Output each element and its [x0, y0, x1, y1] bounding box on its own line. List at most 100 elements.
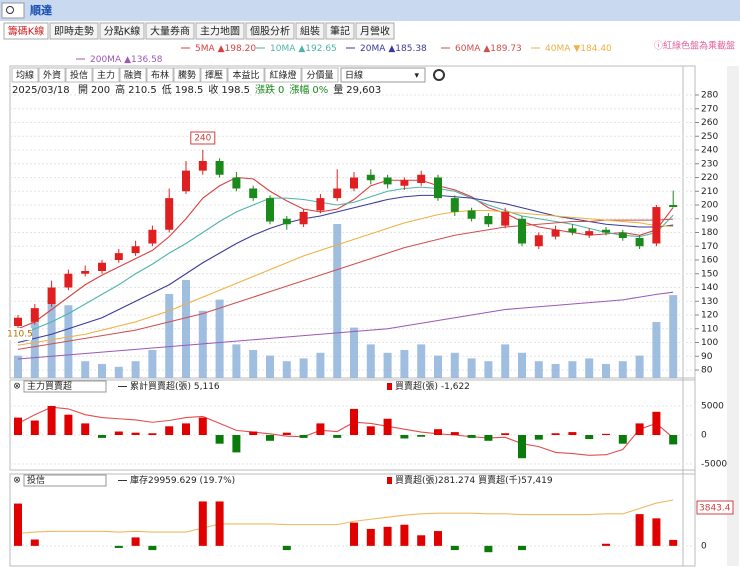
legend-value: ▲198.20 [218, 44, 257, 54]
tab[interactable] [355, 22, 395, 40]
indicator-select[interactable] [23, 380, 107, 393]
bar [618, 435, 627, 444]
volume-bar [534, 361, 543, 378]
tab[interactable] [245, 22, 295, 40]
bar [518, 435, 526, 459]
tab-label: 組裝 [300, 25, 320, 38]
toolbar-label: 擇壓 [205, 69, 223, 81]
candle-body [383, 177, 392, 185]
quote-value: 200 [91, 85, 110, 96]
tab[interactable] [99, 22, 145, 40]
toolbar-button[interactable] [264, 67, 302, 83]
bar [47, 406, 56, 435]
candle-body [450, 198, 459, 212]
quote-label: 低 [162, 83, 172, 96]
annotation: 110.5 [7, 330, 33, 340]
volume-bar [484, 361, 493, 378]
toolbar-label: 均線 [16, 69, 34, 81]
tab[interactable] [325, 22, 355, 40]
bar [266, 435, 274, 441]
tab[interactable] [195, 22, 245, 40]
scrollbar[interactable] [727, 66, 739, 566]
annotation-box [8, 328, 32, 341]
candle-body [350, 177, 358, 189]
toolbar-label: 布林 [151, 69, 169, 81]
candle-body [215, 161, 224, 175]
toolbar-button[interactable] [119, 67, 147, 83]
tab[interactable] [145, 22, 195, 40]
line [17, 406, 674, 456]
tab-label: 筆記 [330, 25, 350, 38]
y-tick-label: 150 [701, 269, 718, 279]
volume-bar [282, 361, 291, 378]
toolbar-button[interactable] [11, 67, 39, 83]
volume-bar [131, 361, 140, 378]
y-tick-label: 0 [701, 541, 707, 551]
quote-label: 收 [208, 83, 218, 96]
bar [635, 514, 644, 546]
annotation: 240 [194, 134, 211, 144]
bar [333, 435, 342, 438]
bar [350, 522, 358, 546]
volume-bar [551, 364, 560, 378]
y-tick-label: 250 [701, 132, 718, 142]
toolbar-label: 本益比 [232, 69, 259, 81]
bar [182, 423, 190, 435]
tab[interactable] [3, 22, 49, 40]
indicator-select[interactable] [23, 474, 107, 487]
y-tick-label: 130 [701, 297, 718, 307]
bar [282, 545, 291, 551]
volume-bar [585, 358, 594, 378]
quote-label: 開 [78, 84, 88, 96]
ma-line [17, 218, 674, 350]
bar [652, 518, 661, 546]
legend-entry: 買賣超(張) -1,622 [395, 380, 470, 392]
volume-bar [249, 350, 258, 378]
legend-value: ▼184.40 [573, 44, 612, 54]
bar [551, 433, 560, 435]
legend-value: ▲185.38 [388, 44, 427, 54]
period-select[interactable] [340, 67, 426, 83]
y-tick-label: 220 [701, 173, 718, 183]
ma-line [17, 186, 674, 337]
bar [534, 435, 543, 440]
quote-value: 0 [278, 85, 284, 96]
toolbar-button[interactable] [173, 67, 201, 83]
toolbar-button[interactable] [146, 67, 174, 83]
candle-body [249, 188, 258, 199]
quote-date: 2025/03/18 [12, 85, 70, 96]
volume-bar [14, 355, 22, 378]
header-bar [0, 0, 740, 21]
bar [14, 503, 22, 546]
volume-bar [98, 364, 106, 378]
tab[interactable] [295, 22, 325, 40]
bar [282, 432, 291, 435]
y-tick-label: -5000 [701, 460, 727, 470]
toolbar-button[interactable] [92, 67, 120, 83]
bar [366, 426, 375, 435]
volume-bar [635, 355, 644, 378]
bar [249, 431, 258, 435]
volume-bar [47, 299, 56, 378]
toolbar-button[interactable] [200, 67, 228, 83]
tab[interactable] [49, 22, 99, 40]
bar [383, 526, 392, 546]
y-tick-label: 80 [701, 366, 713, 376]
bar [366, 528, 375, 546]
toolbar-button[interactable] [227, 67, 265, 83]
candle-body [366, 174, 375, 181]
y-tick-label: 160 [701, 256, 718, 266]
volume-bar [417, 344, 426, 378]
legend-value: ▲136.58 [124, 55, 163, 65]
settings-icon[interactable] [433, 69, 445, 81]
y-tick-label: 200 [701, 201, 718, 211]
volume-bar [215, 299, 224, 378]
toolbar-button[interactable] [38, 67, 66, 83]
toolbar-button[interactable] [301, 67, 339, 83]
indicator-label: 主力買賣超 [27, 380, 72, 392]
quote-label: 漲幅 [289, 83, 309, 96]
candle-body [551, 229, 560, 237]
toolbar-button[interactable] [65, 67, 93, 83]
volume-bar [467, 358, 476, 378]
quote-label: 高 [115, 83, 125, 96]
